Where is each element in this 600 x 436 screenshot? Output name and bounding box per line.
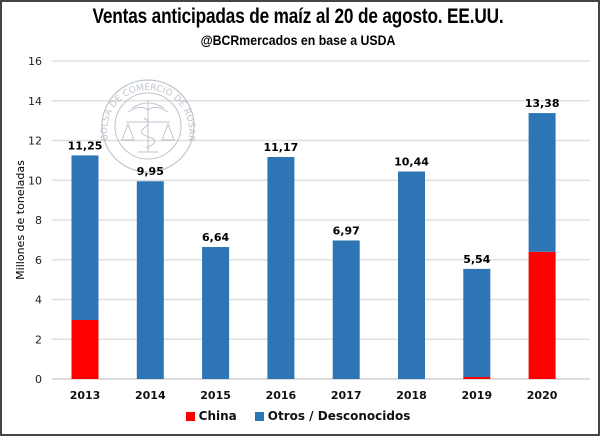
bar-otros-desconocidos-2018: [398, 171, 425, 379]
legend: China Otros / Desconocidos: [0, 409, 596, 424]
bar-otros-desconocidos-2013: [71, 155, 99, 320]
bar-china-2013: [71, 319, 99, 379]
y-tick-label: 16: [28, 55, 42, 68]
data-label-2018: 10,44: [394, 156, 429, 169]
legend-item-china: China: [185, 409, 237, 423]
bar-otros-desconocidos-2015: [202, 247, 230, 379]
bar-otros-desconocidos-2014: [136, 181, 164, 379]
y-tick-label: 6: [35, 254, 42, 267]
data-label-2020: 13,38: [525, 97, 560, 110]
legend-label: Otros / Desconocidos: [267, 409, 411, 423]
seal-text: BOLSA DE COMERCIO DE ROSARIO: [0, 0, 196, 142]
data-label-2017: 6,97: [333, 224, 360, 237]
data-label-2019: 5,54: [463, 253, 490, 266]
bar-otros-desconocidos-2019: [463, 268, 491, 378]
caduceus-scales-seal-icon: [121, 100, 175, 153]
bar-otros-desconocidos-2017: [332, 240, 360, 379]
x-tick-label-2019: 2019: [461, 389, 492, 402]
y-tick-label: 8: [35, 214, 42, 227]
x-tick-label-2013: 2013: [70, 389, 101, 402]
chart-title: Ventas anticipadas de maíz al 20 de agos…: [92, 5, 504, 28]
bars: [71, 113, 556, 379]
bar-china-2019: [463, 377, 491, 379]
y-axis-ticks: 0 2 4 6 8 10 12 14 16: [28, 55, 42, 386]
y-tick-label: 4: [35, 294, 42, 307]
seal-inner-ring: [114, 92, 182, 160]
data-label-2016: 11,17: [264, 141, 299, 154]
bar-otros-desconocidos-2020: [528, 113, 556, 252]
legend-label: China: [198, 409, 237, 423]
bar-china-2020: [528, 251, 556, 379]
data-label-2013: 11,25: [68, 139, 103, 152]
y-tick-label: 2: [35, 333, 42, 346]
y-tick-label: 12: [28, 135, 42, 148]
gridlines: [52, 60, 590, 380]
data-label-2014: 9,95: [137, 165, 164, 178]
y-axis-label: Millones de toneladas: [14, 160, 27, 280]
bar-otros-desconocidos-2016: [267, 156, 295, 379]
x-tick-label-2016: 2016: [266, 389, 297, 402]
x-tick-label-2014: 2014: [135, 389, 166, 402]
legend-swatch: [254, 411, 264, 421]
legend-swatch: [185, 411, 195, 421]
data-labels: 11,25 9,95 6,64 11,17 6,97 10,44 5,54 13,38: [68, 97, 560, 266]
y-tick-label: 14: [28, 95, 42, 108]
x-tick-label-2018: 2018: [396, 389, 427, 402]
chart-subtitle: @BCRmercados en base a USDA: [200, 32, 396, 48]
x-tick-label-2015: 2015: [200, 389, 231, 402]
data-label-2015: 6,64: [202, 231, 229, 244]
y-tick-label: 10: [28, 174, 42, 187]
seal-outer-ring: [101, 79, 195, 173]
legend-item-otros-desconocidos: Otros / Desconocidos: [254, 409, 411, 423]
x-axis-ticks: 2013 2014 2015 2016 2017 2018 2019 2020: [70, 389, 558, 402]
x-tick-label-2017: 2017: [331, 389, 362, 402]
y-tick-label: 0: [35, 373, 42, 386]
x-tick-label-2020: 2020: [527, 389, 558, 402]
